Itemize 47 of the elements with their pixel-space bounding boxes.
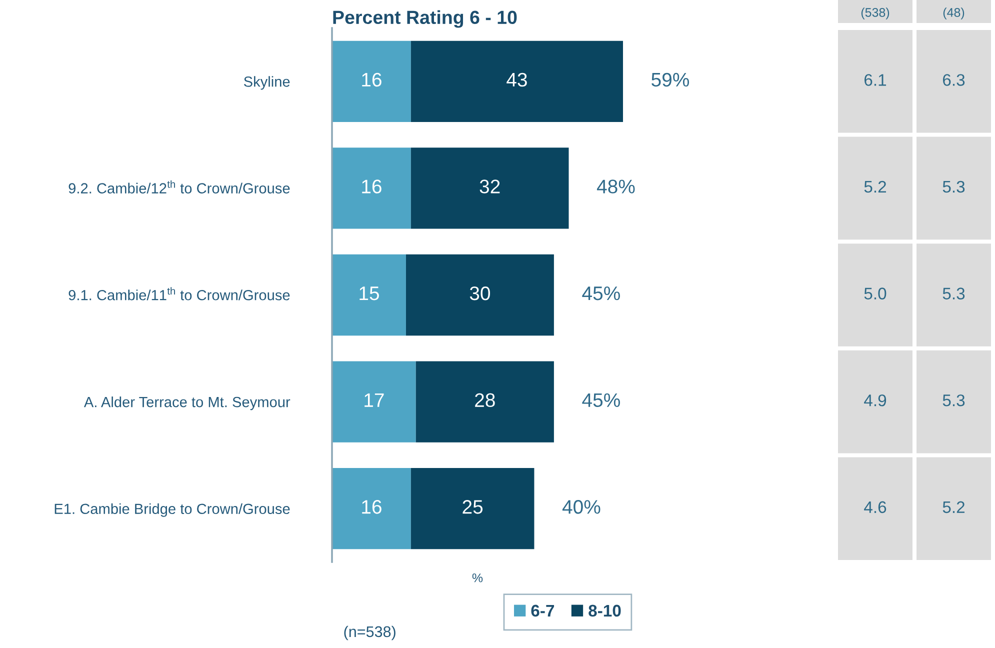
y-tick-label: A. Alder Terrace to Mt. Seymour	[84, 396, 290, 410]
data-label: 30	[470, 286, 490, 300]
bar	[410, 148, 569, 229]
y-tick-label: 9.2. Cambie/12$^{th}$ to Crown/Grouse	[68, 180, 290, 194]
text: 5.3	[942, 394, 965, 406]
y-tick-label: Skyline	[244, 76, 290, 90]
text: 5.0	[864, 288, 886, 300]
bar	[410, 40, 623, 122]
data-label: 32	[480, 180, 500, 194]
bar	[332, 468, 411, 550]
bar	[332, 40, 411, 122]
text: 5.2	[942, 501, 964, 514]
text: 4.6	[864, 501, 886, 514]
bar	[332, 254, 406, 336]
y-tick-label: E1. Cambie Bridge to Crown/Grouse	[54, 503, 290, 517]
text: 5.3	[942, 288, 965, 300]
text: (n=538)	[344, 626, 396, 640]
data-label: 25	[462, 500, 483, 514]
data-label: 16	[362, 72, 382, 87]
total-label: 40%	[562, 500, 600, 514]
bar	[410, 468, 534, 550]
chart-title: Percent Rating 6 - 10	[333, 10, 517, 28]
bar	[332, 361, 416, 442]
text: 5.3	[942, 180, 965, 193]
total-label: 59%	[652, 72, 690, 87]
text: (48)	[943, 8, 964, 20]
bar	[406, 254, 554, 336]
data-label: 28	[475, 393, 495, 408]
data-label: 43	[506, 72, 527, 87]
bar	[332, 148, 411, 229]
bar	[416, 361, 554, 442]
total-label: 45%	[582, 286, 620, 300]
text: 6.1	[864, 74, 886, 86]
legend-label: 8-10	[588, 604, 621, 617]
total-label: 48%	[596, 180, 635, 194]
data-label: 17	[364, 393, 384, 407]
data-label: 15	[360, 286, 379, 300]
data-label: 16	[362, 500, 382, 514]
legend-label: 6-7	[531, 604, 554, 617]
text: (538)	[861, 8, 890, 20]
text: 6.3	[943, 74, 965, 86]
text: 5.2	[864, 180, 886, 193]
x-axis-title: %	[472, 573, 483, 582]
y-tick-label: 9.1. Cambie/11$^{th}$ to Crown/Grouse	[68, 287, 290, 300]
text: 4.9	[864, 394, 886, 406]
total-label: 45%	[582, 393, 620, 408]
data-label: 16	[362, 180, 382, 194]
